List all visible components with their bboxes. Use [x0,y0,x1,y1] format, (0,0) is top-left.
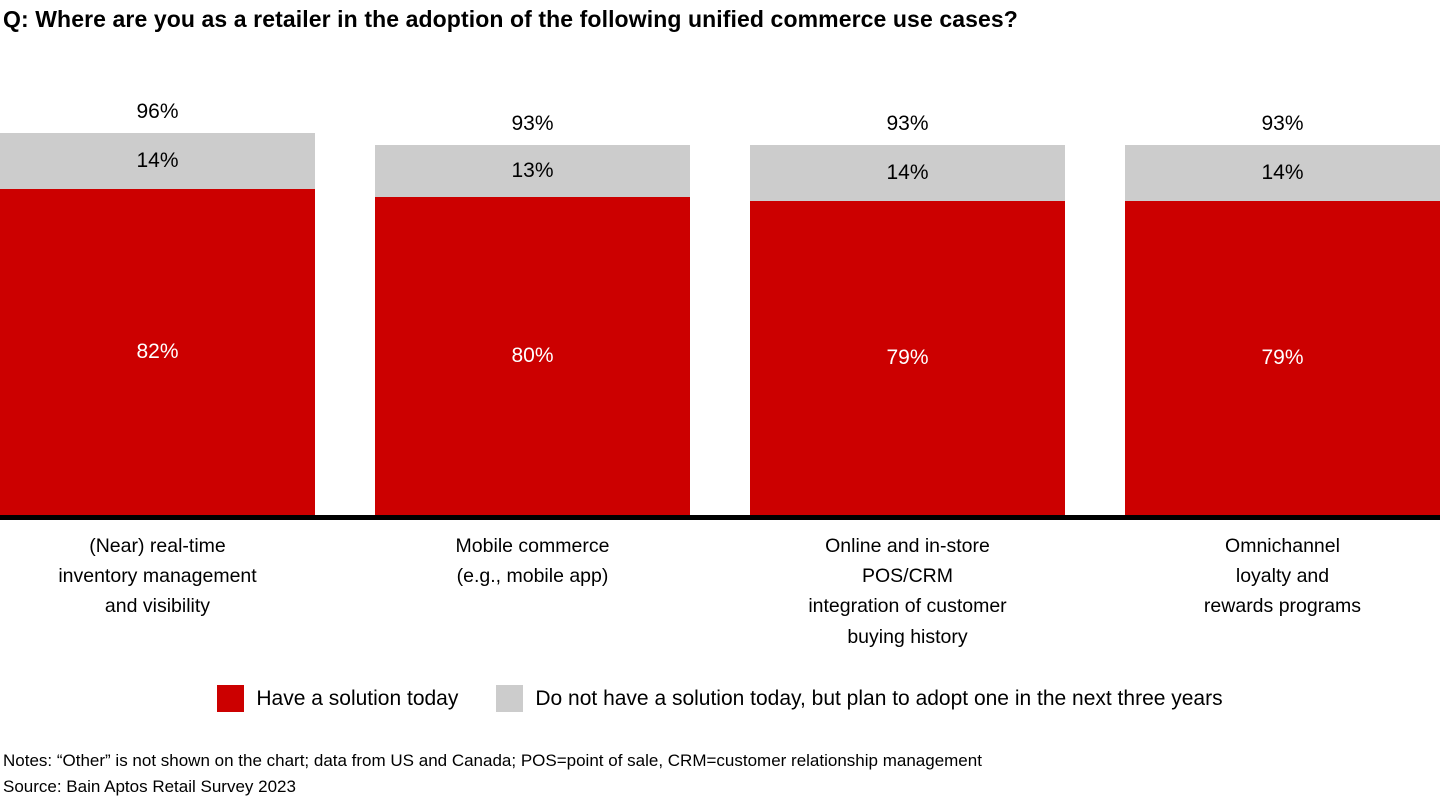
have-solution-segment: 80% [375,196,690,515]
segment-value-label: 14% [1261,160,1304,184]
category-label: Online and in-store POS/CRM integration … [808,535,1007,648]
source-text: Source: Bain Aptos Retail Survey 2023 [3,777,296,796]
chart-title: Q: Where are you as a retailer in the ad… [3,6,1018,32]
x-axis-line [0,515,1440,520]
have-solution-segment: 79% [750,200,1065,515]
segment-value-label: 79% [1261,345,1304,369]
category-label: Omnichannel loyalty and rewards programs [1203,535,1362,618]
legend-label: Do not have a solution today, but plan t… [535,686,1223,710]
segment-value-label: 13% [511,158,554,182]
have-solution-segment: 79% [1125,200,1440,515]
legend-label: Have a solution today [256,686,459,710]
plan-to-adopt-segment: 14% [0,132,315,189]
legend-swatch [217,685,245,712]
segment-value-label: 14% [886,160,929,184]
have-solution-segment: 82% [0,188,315,515]
bar-chart: 96% 14% 82% 93% 13% 80% 93% 14% 79% 93% 14% 79% [0,85,1440,515]
bar-group: 93% 14% 79% [750,112,1065,515]
segment-value-label: 14% [136,148,179,172]
plan-to-adopt-segment: 14% [750,144,1065,201]
plan-to-adopt-segment: 13% [375,144,690,197]
legend: Have a solution today Do not have a solut… [0,685,1440,712]
legend-item: Have a solution today [217,685,458,712]
legend-swatch [496,685,524,712]
bar-group: 93% 13% 80% [375,112,690,515]
segment-value-label: 80% [511,343,554,367]
notes-text: Notes: “Other” is not shown on the chart… [3,751,982,770]
plan-to-adopt-segment: 14% [1125,144,1440,201]
total-value-label: 96% [136,99,179,123]
category-label: Mobile commerce (e.g., mobile app) [455,535,610,588]
bar-group: 96% 14% 82% [0,100,315,515]
legend-item: Do not have a solution today, but plan t… [496,685,1223,712]
bar-group: 93% 14% 79% [1125,112,1440,515]
total-value-label: 93% [511,111,554,135]
category-label: (Near) real-time inventory management an… [58,535,257,618]
segment-value-label: 82% [136,339,179,363]
total-value-label: 93% [1261,111,1304,135]
total-value-label: 93% [886,111,929,135]
category-labels: (Near) real-time inventory management an… [0,531,1440,652]
segment-value-label: 79% [886,345,929,369]
